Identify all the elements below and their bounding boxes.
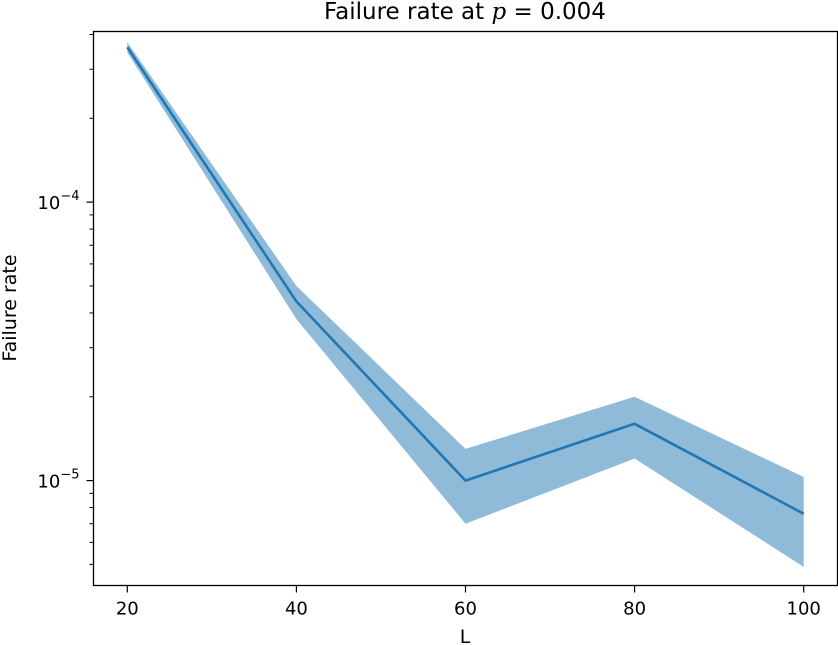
series-line-layer: [126, 46, 805, 515]
axis-ticks-layer: 20 40 60 80 100 10−4 10−5: [37, 33, 821, 620]
x-tick-label: 80: [623, 599, 646, 620]
x-tick-label: 20: [116, 599, 139, 620]
x-tick-label: 100: [787, 599, 821, 620]
x-tick-label: 40: [285, 599, 308, 620]
y-tick-label: 10−4: [37, 189, 79, 214]
confidence-band-0: [127, 42, 804, 567]
x-axis-label: L: [460, 626, 471, 645]
confidence-band-layer: [127, 42, 804, 567]
chart-title: Failure rate at p = 0.004: [324, 0, 606, 25]
y-axis-label: Failure rate: [0, 254, 21, 361]
y-tick-label: 10−5: [37, 468, 79, 493]
x-tick-label: 60: [454, 599, 477, 620]
